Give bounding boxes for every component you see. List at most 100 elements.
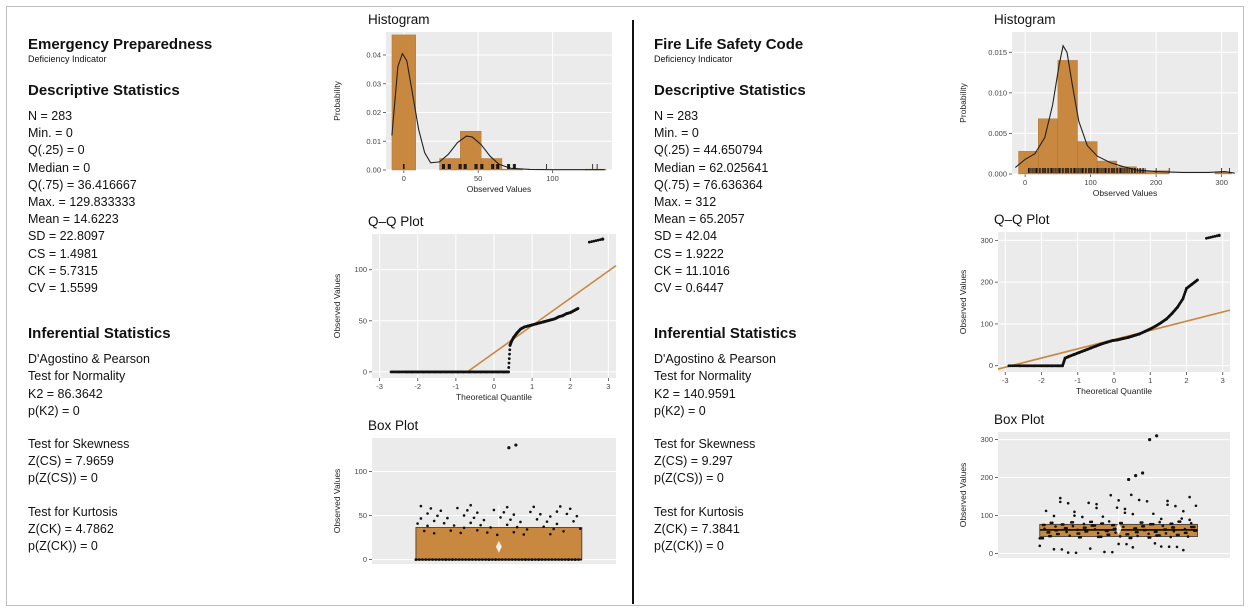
qq-point [587, 240, 591, 244]
y-tick-label: 300 [980, 435, 993, 444]
jitter-point [1144, 528, 1147, 532]
jitter-point [489, 526, 492, 529]
y-tick-label: 50 [359, 316, 367, 325]
jitter-point [467, 558, 471, 561]
jitter-point [490, 558, 494, 561]
y-tick-label: 0.005 [988, 129, 1007, 138]
jitter-point [469, 521, 472, 525]
outlier-point [1141, 471, 1145, 475]
qq-point [592, 239, 596, 243]
kurtosis-z: Z(CK) = 7.3841 [654, 521, 740, 536]
jitter-point [1068, 534, 1072, 537]
jitter-point [461, 558, 464, 561]
jitter-point [1155, 530, 1158, 533]
jitter-point [497, 558, 501, 561]
jitter-point [487, 558, 491, 561]
jitter-point [449, 529, 453, 532]
skewness-z: Z(CS) = 9.297 [654, 454, 733, 469]
x-tick-label: -3 [376, 382, 383, 391]
stat-max: Max. = 129.833333 [28, 195, 136, 210]
mean-marker [495, 540, 502, 553]
x-tick-label: 1 [1148, 376, 1152, 385]
jitter-point [1076, 528, 1079, 532]
jitter-point [534, 558, 537, 561]
jitter-point [1051, 521, 1054, 525]
jitter-point [1071, 520, 1075, 524]
jitter-point [1134, 527, 1138, 530]
jitter-point [1043, 527, 1046, 530]
jitter-point [1158, 534, 1161, 537]
jitter-point [414, 558, 418, 561]
stat-ck: CK = 5.7315 [28, 263, 98, 278]
jitter-point [479, 523, 482, 527]
jitter-point [1074, 551, 1078, 555]
jitter-point [492, 508, 496, 512]
normality-test-label: Test for Normality [654, 369, 752, 384]
jitter-point [1170, 522, 1174, 525]
jitter-point [1185, 531, 1188, 535]
jitter-point [1129, 493, 1133, 497]
jitter-point [1158, 520, 1161, 524]
jitter-point [1047, 531, 1051, 534]
jitter-point [439, 509, 443, 512]
jitter-point [421, 558, 424, 561]
jitter-point [1175, 545, 1179, 549]
qq-point [1209, 235, 1213, 239]
jitter-point [1117, 542, 1120, 546]
qq-point [507, 357, 511, 360]
jitter-point [1193, 525, 1196, 529]
jitter-point [1122, 525, 1125, 529]
qq-point [507, 370, 510, 374]
kurtosis-test-label: Test for Kurtosis [654, 504, 744, 519]
jitter-point [1093, 524, 1097, 527]
x-tick-label: 3 [606, 382, 610, 391]
jitter-point [1044, 509, 1048, 513]
jitter-point [1095, 502, 1098, 506]
jitter-point [424, 558, 428, 561]
jitter-point [1090, 520, 1094, 524]
jitter-point [1077, 532, 1081, 535]
jitter-point [572, 519, 575, 523]
stat-q75: Q(.75) = 76.636364 [654, 177, 763, 192]
jitter-point [1111, 550, 1114, 554]
jitter-point [499, 516, 502, 519]
normality-test-name: D'Agostino & Pearson [654, 352, 776, 367]
outlier-point [507, 446, 511, 450]
stat-q75: Q(.75) = 36.416667 [28, 177, 137, 192]
jitter-point [1065, 526, 1068, 530]
jitter-point [1178, 520, 1182, 523]
jitter-point [575, 514, 579, 518]
outlier-point [1148, 437, 1152, 442]
jitter-point [1177, 533, 1180, 537]
jitter-point [563, 558, 567, 561]
y-tick-label: 0.01 [366, 137, 381, 146]
jitter-point [1180, 517, 1184, 520]
x-tick-label: 300 [1215, 178, 1228, 187]
jitter-point [1073, 510, 1076, 514]
jitter-point [1172, 526, 1176, 529]
jitter-point [535, 518, 539, 521]
stat-mean: Mean = 65.2057 [654, 212, 745, 227]
jitter-point [434, 558, 438, 561]
jitter-point [1114, 527, 1117, 531]
qq-plot-title: Q–Q Plot [368, 214, 424, 229]
qq-point [507, 361, 511, 365]
jitter-point [529, 510, 532, 514]
jitter-point [519, 520, 522, 524]
jitter-point [1145, 500, 1149, 503]
x-tick-label: -1 [1074, 376, 1081, 385]
y-tick-label: 100 [354, 467, 367, 476]
outlier-point [514, 443, 518, 447]
jitter-point [1052, 514, 1056, 518]
stat-q25: Q(.25) = 0 [28, 143, 85, 158]
jitter-point [1189, 521, 1193, 525]
jitter-point [1152, 512, 1155, 516]
qq-point [601, 237, 605, 241]
jitter-point [1182, 509, 1185, 513]
jitter-point [527, 558, 531, 561]
x-tick-label: -3 [1002, 376, 1009, 385]
jitter-point [515, 525, 519, 529]
jitter-point [547, 558, 550, 561]
x-tick-label: -2 [414, 382, 421, 391]
stats-column: Emergency Preparedness Deficiency Indica… [28, 30, 328, 555]
